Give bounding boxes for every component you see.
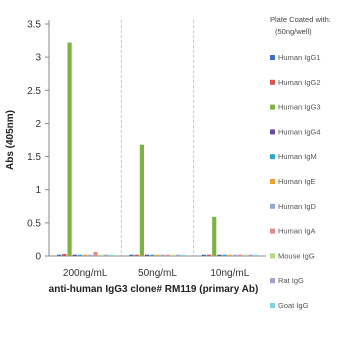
y-tick-label: 1	[35, 185, 41, 196]
legend-swatch	[270, 203, 275, 209]
legend-swatch	[270, 79, 275, 85]
y-tick-label: 2.5	[27, 86, 41, 97]
bar	[150, 254, 155, 256]
bar	[139, 144, 144, 256]
legend-item-label: Human IgG3	[278, 103, 321, 112]
bar	[145, 254, 150, 256]
legend-item-label: Mouse IgG	[278, 251, 315, 260]
bar	[181, 254, 186, 256]
legend-item-label: Goat IgG	[278, 301, 309, 310]
legend-item-label: Human IgE	[278, 177, 316, 186]
legend-swatch	[270, 179, 275, 184]
bar	[222, 254, 227, 256]
legend-item-label: Rat IgG	[278, 276, 304, 285]
bar	[77, 254, 83, 256]
legend-item-label: Human IgM	[278, 152, 317, 161]
bar	[83, 254, 88, 256]
x-tick-label: 50ng/mL	[138, 268, 177, 279]
bar	[57, 254, 62, 256]
ticks-layer: 0 0.5 1 1.5 2 2.5 3 3.5 200ng/mL 50ng/mL 10ng/mL	[27, 20, 250, 280]
bar	[103, 254, 109, 256]
bar	[176, 254, 181, 256]
grid-layer	[120, 20, 195, 256]
y-tick-label: 0	[35, 252, 41, 263]
bar	[67, 42, 72, 257]
bar	[248, 254, 253, 256]
bar	[155, 254, 160, 256]
axes-layer	[48, 20, 266, 257]
legend-swatch	[270, 129, 275, 135]
bar	[93, 252, 98, 256]
bar	[129, 254, 134, 256]
legend-item-label: Human IgG2	[278, 78, 321, 87]
bar	[62, 254, 67, 256]
bar	[212, 216, 217, 256]
legend-item-label: Human IgG4	[278, 127, 321, 136]
bar	[238, 254, 243, 256]
x-tick-label: 200ng/mL	[63, 268, 108, 279]
bar	[171, 254, 176, 256]
x-tick-label: 10ng/mL	[210, 268, 249, 279]
y-axis-title: Abs (405nm)	[5, 110, 16, 170]
bar	[134, 254, 139, 256]
bars-layer	[57, 42, 258, 257]
bar	[88, 254, 93, 256]
bar	[72, 254, 77, 256]
y-tick-label: 1.5	[27, 152, 41, 163]
legend-item-label: Human IgD	[278, 202, 317, 211]
legend-swatch	[270, 104, 275, 110]
legend-swatch	[270, 228, 275, 234]
bar	[243, 254, 248, 256]
legend-swatch	[270, 253, 275, 259]
bar	[109, 254, 114, 256]
legend: Plate Coated with: (50ng/well) Human IgG…	[270, 15, 331, 310]
legend-title: Plate Coated with:	[270, 15, 331, 24]
bar	[165, 254, 170, 256]
bar	[206, 254, 212, 256]
y-tick-label: 2	[35, 119, 41, 130]
legend-item-label: Human IgG1	[278, 53, 321, 62]
bar	[201, 254, 206, 256]
legend-swatch	[270, 303, 275, 308]
bar	[253, 254, 258, 256]
legend-swatch	[270, 278, 275, 284]
bar	[217, 254, 222, 256]
legend-swatch	[270, 55, 275, 60]
x-axis-title: anti-human IgG3 clone# RM119 (primary Ab…	[49, 284, 259, 295]
bar	[160, 254, 165, 256]
y-tick-label: 3	[35, 53, 41, 64]
legend-item-label: Human IgA	[278, 227, 316, 236]
bar	[232, 254, 238, 256]
bar	[98, 254, 103, 256]
legend-subtitle: (50ng/well)	[275, 27, 312, 36]
y-tick-label: 3.5	[27, 20, 41, 31]
legend-swatch	[270, 154, 275, 160]
y-tick-label: 0.5	[27, 218, 41, 229]
bar	[227, 254, 232, 256]
